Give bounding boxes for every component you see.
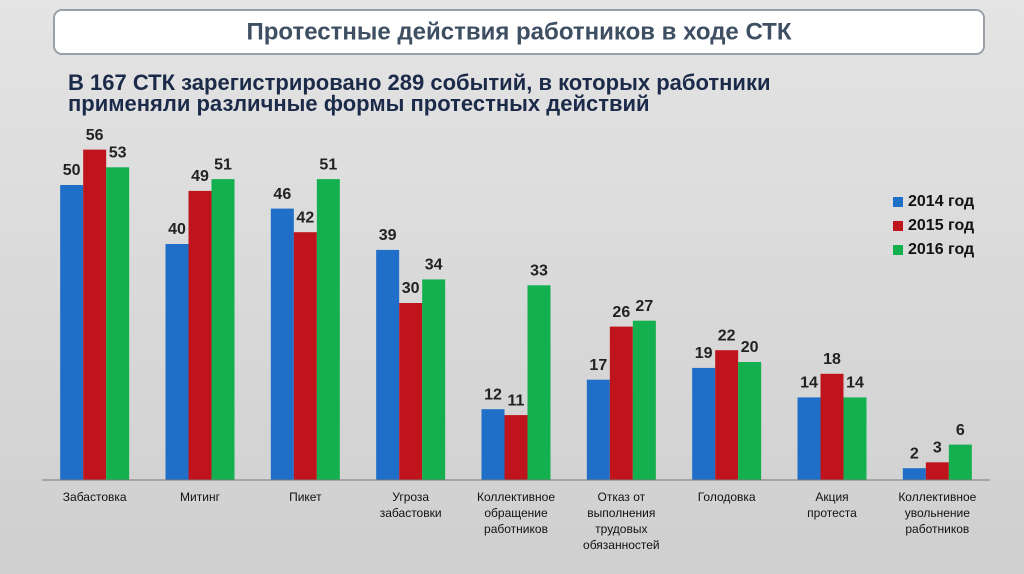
data-label: 26 <box>612 304 630 321</box>
x-tick-label: Угроза забастовки <box>380 490 442 520</box>
x-tick-label: Отказ от выполнения трудовых обязанностей <box>583 490 660 552</box>
legend-label: 2014 год <box>908 193 974 210</box>
data-label: 2 <box>910 445 919 462</box>
bar <box>843 397 867 480</box>
data-label: 3 <box>933 440 942 457</box>
bar <box>211 179 235 480</box>
x-tick-label: Коллективное увольнение работников <box>898 490 976 536</box>
bar <box>504 415 528 480</box>
bar <box>948 444 972 480</box>
data-label: 51 <box>214 156 232 173</box>
bar <box>83 149 107 480</box>
data-label: 46 <box>273 186 291 203</box>
data-label: 30 <box>402 280 420 297</box>
data-label: 14 <box>800 375 818 392</box>
data-label: 51 <box>319 156 337 173</box>
legend-swatch <box>893 221 903 231</box>
data-label: 33 <box>530 263 548 280</box>
data-label: 27 <box>635 298 653 315</box>
bar <box>609 326 633 480</box>
data-label: 19 <box>695 345 713 362</box>
data-label: 50 <box>63 162 81 179</box>
data-label: 18 <box>823 351 841 368</box>
data-label: 42 <box>296 209 314 226</box>
bar <box>270 208 294 480</box>
data-label: 20 <box>741 339 759 356</box>
bar <box>527 285 551 480</box>
x-tick-label: Акция протеста <box>807 490 857 520</box>
bar <box>715 350 739 480</box>
bar <box>820 373 844 480</box>
data-label: 40 <box>168 221 186 238</box>
bar <box>481 409 505 480</box>
data-label: 11 <box>508 392 525 409</box>
data-label: 49 <box>191 168 209 185</box>
bar <box>632 320 656 480</box>
data-label: 34 <box>425 257 443 274</box>
x-tick-label: Коллективное обращение работников <box>477 490 555 536</box>
bar <box>797 397 821 480</box>
bar <box>60 185 84 480</box>
data-label: 12 <box>484 386 502 403</box>
chart-subtitle: В 167 СТК зарегистрировано 289 событий, … <box>68 70 770 116</box>
x-tick-label: Забастовка <box>63 490 127 504</box>
data-label: 6 <box>956 422 965 439</box>
data-label: 53 <box>109 145 127 162</box>
data-label: 14 <box>846 375 864 392</box>
data-label: 22 <box>718 327 736 344</box>
data-label: 39 <box>379 227 397 244</box>
bar <box>902 468 926 480</box>
x-tick-label: Голодовка <box>698 490 756 504</box>
legend-swatch <box>893 245 903 255</box>
legend-swatch <box>893 197 903 207</box>
bar <box>376 249 400 480</box>
bar <box>188 190 212 480</box>
title-box <box>53 9 985 55</box>
data-label: 56 <box>86 127 104 144</box>
bar <box>692 367 716 480</box>
legend-label: 2016 год <box>908 241 974 258</box>
chart-title: Протестные действия работников в ходе СТ… <box>247 18 792 45</box>
bar <box>293 232 317 480</box>
legend-label: 2015 год <box>908 217 974 234</box>
bar <box>586 379 610 480</box>
x-tick-label: Пикет <box>289 490 322 504</box>
bar <box>399 303 423 480</box>
bar <box>925 462 949 480</box>
bar <box>316 179 340 480</box>
data-label: 17 <box>589 357 607 374</box>
x-tick-label: Митинг <box>180 490 221 504</box>
bar <box>738 362 762 480</box>
bar <box>165 244 189 480</box>
bar <box>106 167 130 481</box>
bar <box>422 279 446 480</box>
